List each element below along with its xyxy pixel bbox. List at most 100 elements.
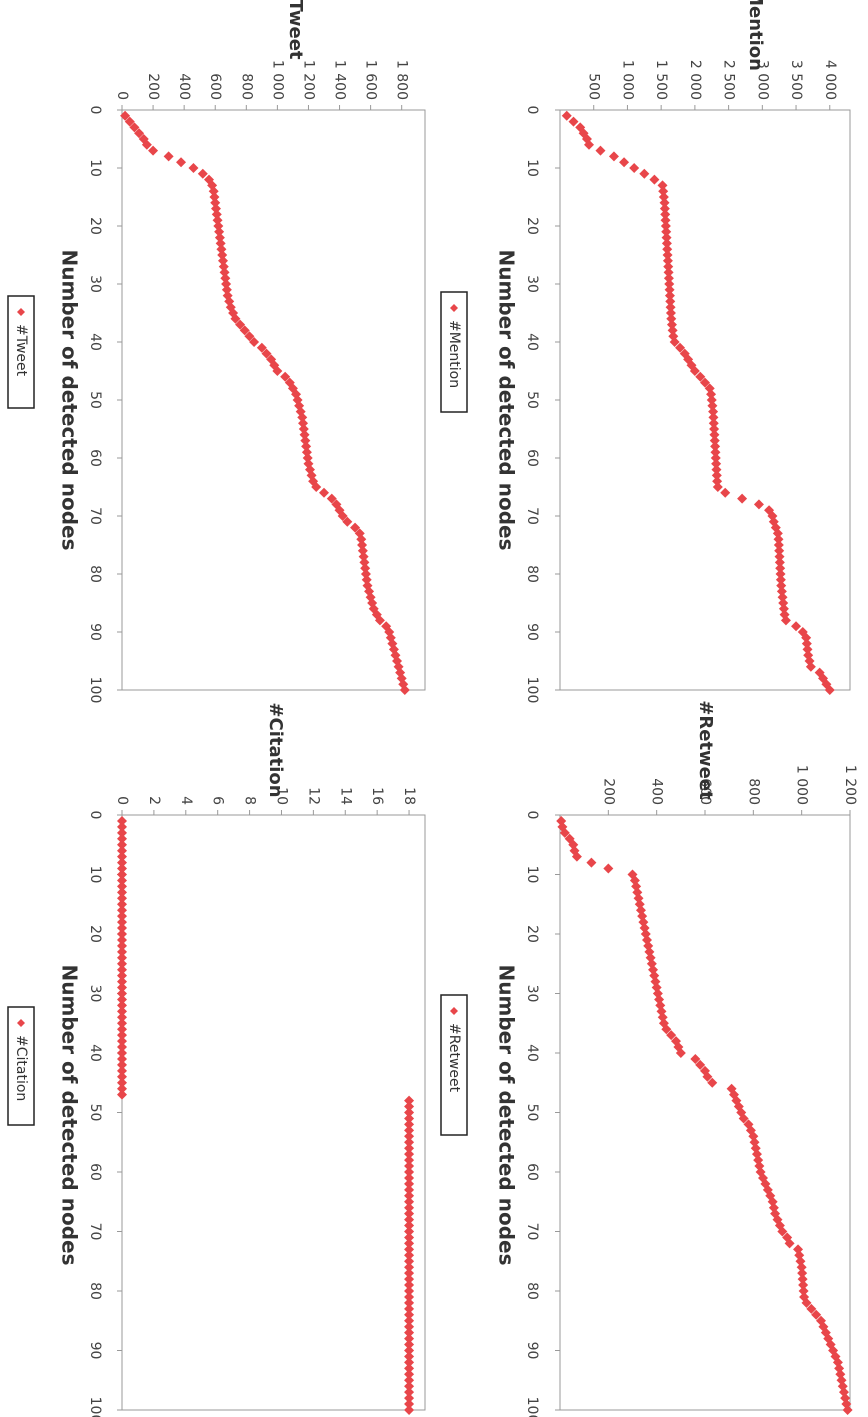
data-point xyxy=(665,296,676,307)
data-point xyxy=(210,197,221,208)
y-tick-label: 1 500 xyxy=(653,60,669,100)
data-point xyxy=(357,545,368,556)
data-point xyxy=(302,453,313,463)
data-point xyxy=(117,857,127,868)
data-point xyxy=(404,1226,415,1237)
data-point xyxy=(802,644,813,655)
data-point xyxy=(117,833,127,844)
data-point xyxy=(235,319,246,330)
data-point xyxy=(404,1291,415,1302)
data-point xyxy=(738,1113,749,1124)
x-tick-label: 20 xyxy=(87,925,103,943)
data-point xyxy=(300,435,311,446)
data-point xyxy=(404,1387,415,1398)
data-point xyxy=(665,308,676,318)
data-point xyxy=(658,192,669,202)
data-point xyxy=(595,145,606,156)
data-point xyxy=(117,845,127,856)
data-point xyxy=(404,1339,415,1350)
data-point xyxy=(219,267,230,278)
data-point xyxy=(404,1113,415,1124)
x-tick-label: 40 xyxy=(524,333,540,351)
data-point xyxy=(239,325,250,336)
x-tick-label: 50 xyxy=(87,391,103,409)
chart-panel-3: 0 2 4 6 8 10 12 14 16 18 0 10 20 30 40 50 60 70 80 90 100 #Ci… xyxy=(7,702,426,1417)
x-tick-label: 0 xyxy=(87,811,103,820)
data-point xyxy=(209,192,220,202)
data-point xyxy=(663,267,674,278)
data-point xyxy=(404,1309,415,1320)
y-tick-label: 4 xyxy=(178,796,194,805)
data-point xyxy=(661,226,672,237)
data-point xyxy=(666,313,677,324)
data-point xyxy=(117,905,127,916)
data-point xyxy=(301,441,312,452)
data-point xyxy=(797,1274,808,1285)
x-tick-label: 50 xyxy=(524,391,540,409)
data-point xyxy=(708,406,719,417)
data-point xyxy=(117,1006,127,1017)
data-point xyxy=(649,174,660,185)
data-point xyxy=(811,1309,822,1320)
x-tick-label: 60 xyxy=(524,449,540,467)
y-tick-label: 3 000 xyxy=(754,60,770,100)
data-point xyxy=(211,203,222,214)
data-point xyxy=(404,1321,415,1332)
data-point xyxy=(117,881,127,892)
data-point xyxy=(662,255,673,266)
data-point xyxy=(404,1202,415,1213)
plot-frame xyxy=(121,814,426,1411)
data-point xyxy=(608,151,619,162)
data-point xyxy=(404,1357,415,1368)
y-tick-label: 600 xyxy=(207,73,223,100)
data-point xyxy=(404,1101,415,1112)
data-point xyxy=(298,424,309,434)
y-tick-label: 4 000 xyxy=(822,60,838,100)
data-point xyxy=(134,128,145,139)
y-tick-label: 1 000 xyxy=(269,60,285,100)
data-point xyxy=(801,1297,812,1308)
y-tick-label: 3 500 xyxy=(788,60,804,100)
y-axis-title: #Mention xyxy=(745,0,766,71)
x-tick-label: 10 xyxy=(87,159,103,177)
data-point xyxy=(356,534,367,545)
data-point xyxy=(774,557,785,568)
data-point xyxy=(665,302,676,313)
legend-label: #Mention xyxy=(446,320,462,388)
data-point xyxy=(214,226,225,237)
data-point xyxy=(361,574,372,585)
data-point xyxy=(404,1405,415,1415)
data-point xyxy=(824,685,835,695)
data-point xyxy=(218,255,228,266)
data-point xyxy=(669,337,680,347)
data-point xyxy=(326,493,337,504)
y-tick-label: 2 xyxy=(146,796,162,805)
x-tick-label: 20 xyxy=(87,217,103,235)
y-tick-label: 200 xyxy=(600,778,616,805)
data-point xyxy=(659,203,670,214)
data-point xyxy=(710,447,721,458)
data-point xyxy=(117,946,127,957)
data-point xyxy=(360,569,371,579)
data-point xyxy=(711,464,722,475)
data-point xyxy=(117,917,127,928)
data-point xyxy=(662,244,673,255)
x-tick-label: 90 xyxy=(524,623,540,641)
y-tick-label: 1 800 xyxy=(394,60,410,100)
data-point xyxy=(675,1048,686,1058)
y-tick-label: 12 xyxy=(305,787,321,805)
data-point xyxy=(337,511,348,521)
data-point xyxy=(117,970,127,981)
data-point xyxy=(120,110,131,121)
data-point xyxy=(784,1238,795,1249)
data-point xyxy=(737,493,748,504)
x-tick-label: 20 xyxy=(524,925,540,943)
data-point xyxy=(117,952,127,963)
legend-marker xyxy=(17,1019,25,1027)
x-axis-title: Number of detected nodes xyxy=(495,965,519,1266)
data-point xyxy=(639,168,650,179)
data-point xyxy=(357,540,368,550)
data-point xyxy=(117,1089,127,1100)
data-point xyxy=(619,157,630,168)
y-tick-label: 600 xyxy=(697,778,713,805)
